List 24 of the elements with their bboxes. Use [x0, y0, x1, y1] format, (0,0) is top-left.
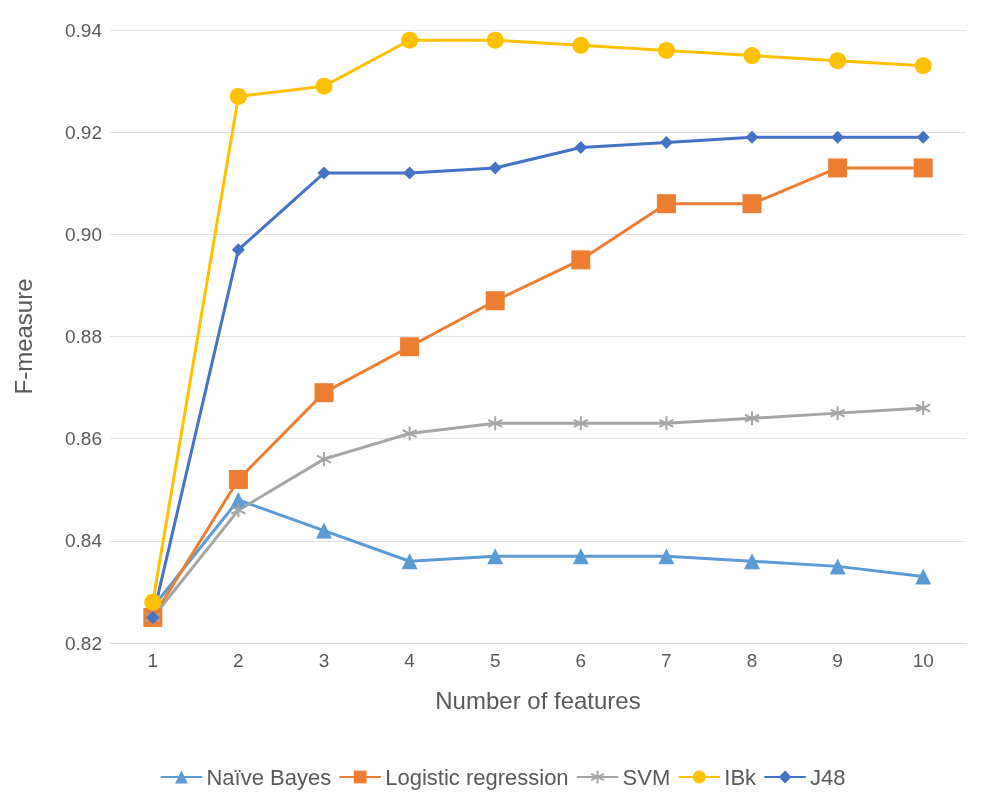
legend-label: J48: [810, 764, 846, 790]
x-tick-label: 5: [489, 650, 501, 671]
legend-label: Naïve Bayes: [206, 764, 332, 790]
x-tick-label: 4: [404, 650, 416, 671]
y-tick-label: 0.94: [65, 19, 103, 41]
y-axis-title: F-measure: [9, 278, 37, 395]
legend-label: Logistic regression: [385, 764, 569, 790]
x-tick-label: 2: [233, 650, 244, 671]
x-tick-label: 10: [912, 650, 934, 671]
y-tick-label: 0.84: [65, 530, 103, 552]
x-tick-label: 9: [832, 650, 843, 671]
x-tick-label: 7: [661, 650, 672, 671]
y-tick-label: 0.90: [65, 223, 102, 245]
x-tick-label: 8: [746, 650, 758, 671]
y-tick-label: 0.92: [65, 121, 102, 143]
x-tick-label: 1: [147, 650, 159, 671]
y-tick-label: 0.88: [65, 326, 102, 347]
legend-label: IBk: [724, 764, 758, 790]
y-tick-label: 0.82: [65, 632, 102, 654]
y-tick-label: 0.86: [65, 428, 102, 450]
x-axis-title: Number of features: [435, 686, 641, 714]
legend-label: SVM: [622, 764, 671, 790]
x-tick-label: 6: [575, 650, 587, 671]
x-tick-label: 3: [318, 650, 330, 671]
